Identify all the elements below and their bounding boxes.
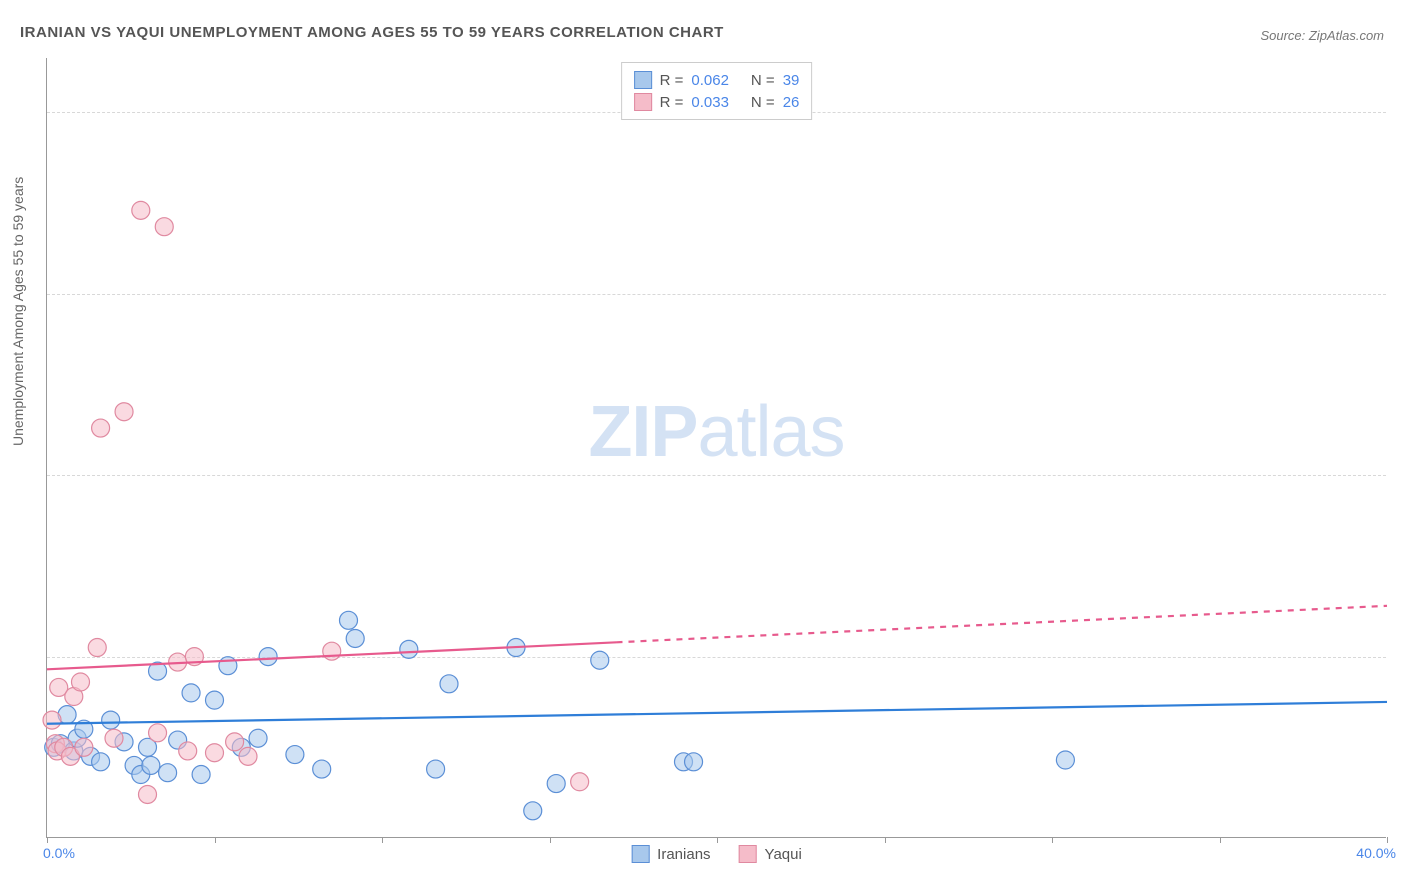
source-label: Source: ZipAtlas.com	[1260, 28, 1384, 43]
data-point	[239, 747, 257, 765]
scatter-svg	[47, 58, 1386, 837]
data-point	[142, 756, 160, 774]
x-tick	[1052, 837, 1053, 843]
legend-swatch	[739, 845, 757, 863]
legend-swatch	[634, 71, 652, 89]
data-point	[440, 675, 458, 693]
data-point	[323, 642, 341, 660]
legend-stats-box: R = 0.062 N = 39 R = 0.033 N = 26	[621, 62, 813, 120]
data-point	[226, 733, 244, 751]
data-point	[206, 744, 224, 762]
legend-swatch	[631, 845, 649, 863]
data-point	[75, 738, 93, 756]
x-tick	[215, 837, 216, 843]
legend-stats-row: R = 0.033 N = 26	[634, 91, 800, 113]
data-point	[105, 729, 123, 747]
legend-item: Iranians	[631, 845, 710, 863]
data-point	[132, 201, 150, 219]
data-point	[72, 673, 90, 691]
trend-line-extrapolated	[617, 606, 1388, 643]
data-point	[313, 760, 331, 778]
chart-container: IRANIAN VS YAQUI UNEMPLOYMENT AMONG AGES…	[0, 0, 1406, 892]
stat-n-label: N =	[751, 72, 775, 89]
x-tick	[550, 837, 551, 843]
legend-item: Yaqui	[739, 845, 802, 863]
legend-label: Yaqui	[765, 846, 802, 863]
data-point	[182, 684, 200, 702]
x-axis-max-label: 40.0%	[1356, 845, 1396, 861]
stat-r-label: R =	[660, 72, 684, 89]
stat-n-label: N =	[751, 94, 775, 111]
data-point	[159, 764, 177, 782]
stat-n-value: 26	[783, 94, 800, 111]
stat-r-value: 0.033	[691, 94, 729, 111]
data-point	[88, 639, 106, 657]
y-axis-title: Unemployment Among Ages 55 to 59 years	[10, 177, 26, 446]
legend-label: Iranians	[657, 846, 710, 863]
legend-bottom: Iranians Yaqui	[631, 845, 802, 863]
data-point	[149, 724, 167, 742]
trend-line	[47, 702, 1387, 724]
chart-title: IRANIAN VS YAQUI UNEMPLOYMENT AMONG AGES…	[20, 24, 724, 41]
data-point	[400, 640, 418, 658]
data-point	[286, 746, 304, 764]
stat-r-value: 0.062	[691, 72, 729, 89]
x-tick	[885, 837, 886, 843]
stat-r-label: R =	[660, 94, 684, 111]
data-point	[92, 419, 110, 437]
legend-stats-row: R = 0.062 N = 39	[634, 69, 800, 91]
data-point	[102, 711, 120, 729]
data-point	[340, 611, 358, 629]
data-point	[259, 648, 277, 666]
stat-n-value: 39	[783, 72, 800, 89]
data-point	[427, 760, 445, 778]
x-tick	[717, 837, 718, 843]
data-point	[346, 629, 364, 647]
data-point	[685, 753, 703, 771]
data-point	[249, 729, 267, 747]
data-point	[524, 802, 542, 820]
data-point	[591, 651, 609, 669]
data-point	[547, 775, 565, 793]
data-point	[155, 218, 173, 236]
data-point	[92, 753, 110, 771]
data-point	[206, 691, 224, 709]
data-point	[192, 766, 210, 784]
x-tick	[47, 837, 48, 843]
data-point	[1056, 751, 1074, 769]
data-point	[43, 711, 61, 729]
x-axis-min-label: 0.0%	[43, 845, 75, 861]
data-point	[179, 742, 197, 760]
x-tick	[1220, 837, 1221, 843]
data-point	[571, 773, 589, 791]
x-tick	[1387, 837, 1388, 843]
data-point	[115, 403, 133, 421]
plot-area: ZIPatlas 10.0%20.0%30.0%40.0% 0.0% 40.0%…	[46, 58, 1386, 838]
legend-swatch	[634, 93, 652, 111]
data-point	[139, 785, 157, 803]
x-tick	[382, 837, 383, 843]
